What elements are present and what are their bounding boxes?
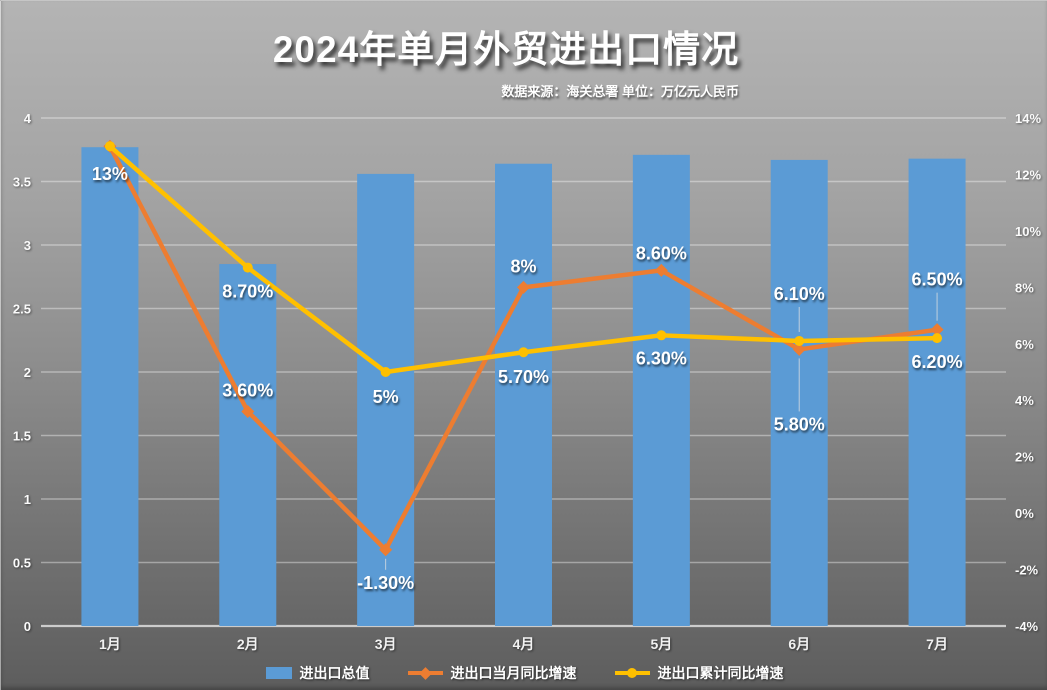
data-label: 5.70% [498, 367, 549, 387]
legend-item-monthly-growth: 进出口当月同比增速 [407, 663, 577, 683]
marker-circle-icon [794, 335, 805, 346]
legend-swatch-line-circle-icon [614, 667, 650, 679]
y-axis-label-right: -2% [1015, 563, 1039, 578]
x-axis-label: 3月 [375, 636, 397, 652]
data-label: 6.10% [774, 284, 825, 304]
x-axis-label: 5月 [650, 636, 672, 652]
legend-swatch-line-diamond-icon [407, 666, 443, 680]
marker-diamond-icon [654, 263, 668, 277]
y-axis-label-left: 3 [24, 238, 31, 253]
y-axis-label-right: 6% [1015, 337, 1034, 352]
y-axis-label-right: 12% [1015, 167, 1041, 182]
legend-label-cumulative-growth: 进出口累计同比增速 [657, 665, 784, 681]
y-axis-label-left: 3.5 [13, 175, 31, 190]
y-axis-label-right: 2% [1015, 450, 1034, 465]
data-label: 8% [510, 256, 536, 276]
data-label: 5% [373, 387, 399, 407]
marker-circle-icon [656, 330, 667, 341]
marker-circle-icon [932, 333, 943, 344]
data-label: 3.60% [222, 381, 273, 401]
marker-diamond-icon [379, 543, 393, 557]
data-label: 8.70% [222, 282, 273, 302]
chart-title: 2024年单月外贸进出口情况 [272, 29, 740, 70]
y-axis-label-left: 2 [24, 365, 31, 380]
legend-label-monthly-growth: 进出口当月同比增速 [450, 665, 577, 681]
bar-2 [219, 264, 277, 626]
y-axis-label-left: 0.5 [13, 556, 31, 571]
data-label: 6.50% [912, 270, 963, 290]
y-axis-label-right: 4% [1015, 393, 1034, 408]
chart-legend: 进出口总值 进出口当月同比增速 进出口累计同比增速 [1, 663, 1047, 683]
y-axis-label-right: 10% [1015, 224, 1041, 239]
x-axis-label: 7月 [926, 636, 948, 652]
legend-item-cumulative-growth: 进出口累计同比增速 [614, 663, 784, 683]
legend-label-total: 进出口总值 [299, 665, 370, 681]
marker-diamond-icon [792, 342, 806, 356]
bar-1 [81, 147, 139, 626]
legend-swatch-bar-icon [265, 667, 292, 679]
y-axis-label-left: 2.5 [13, 302, 31, 317]
chart-subtitle: 数据来源：海关总署 单位：万亿元人民币 [501, 84, 739, 99]
data-label: -1.30% [357, 573, 414, 593]
y-axis-label-right: 14% [1015, 111, 1041, 126]
data-label: 13% [92, 164, 128, 184]
bar-7 [908, 158, 966, 626]
y-axis-label-right: 8% [1015, 280, 1034, 295]
data-label: 6.30% [636, 348, 687, 368]
marker-circle-icon [104, 141, 115, 152]
x-axis-label: 1月 [99, 636, 121, 652]
marker-diamond-icon [930, 323, 944, 337]
data-label: 5.80% [774, 414, 825, 434]
bar-5 [632, 154, 690, 626]
data-label: 8.60% [636, 243, 687, 263]
marker-circle-icon [242, 262, 253, 273]
marker-diamond-icon [516, 280, 531, 294]
x-axis-label: 6月 [788, 636, 810, 652]
y-axis-label-left: 1 [24, 492, 31, 507]
data-label: 6.20% [912, 352, 963, 372]
y-axis-label-left: 0 [24, 619, 31, 634]
x-axis-label: 4月 [513, 636, 535, 652]
x-axis-label: 2月 [237, 636, 259, 652]
y-axis-label-right: -4% [1015, 619, 1039, 634]
y-axis-label-right: 0% [1015, 506, 1034, 521]
marker-circle-icon [518, 347, 529, 358]
marker-diamond-icon [241, 405, 255, 419]
legend-item-total: 进出口总值 [265, 663, 370, 683]
bar-4 [495, 163, 552, 626]
marker-circle-icon [380, 367, 391, 377]
y-axis-label-left: 1.5 [13, 429, 31, 444]
y-axis-label-left: 4 [24, 111, 32, 126]
